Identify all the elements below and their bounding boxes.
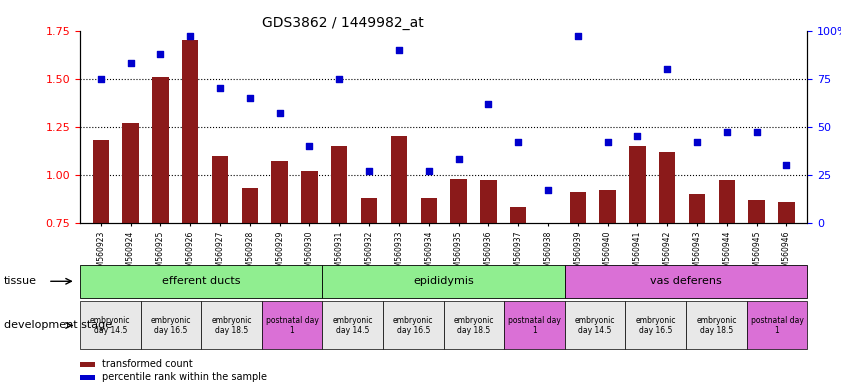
Bar [629,146,646,223]
Bar [600,190,616,223]
Bar [510,207,526,223]
Point [720,129,733,136]
Text: vas deferens: vas deferens [650,276,722,286]
Point [571,33,584,40]
Text: embryonic
day 18.5: embryonic day 18.5 [211,316,251,335]
Point [303,143,316,149]
Text: postnatal day
1: postnatal day 1 [508,316,561,335]
Bar [152,77,168,223]
Bar [480,180,496,223]
Text: embryonic
day 16.5: embryonic day 16.5 [151,316,191,335]
Bar [93,140,109,223]
Text: GDS3862 / 1449982_at: GDS3862 / 1449982_at [262,16,424,30]
Bar [182,40,198,223]
Point [183,33,197,40]
Bar [80,362,95,366]
Text: transformed count: transformed count [102,359,193,369]
Point [422,168,436,174]
Point [780,162,793,168]
Text: tissue: tissue [4,276,37,286]
Bar [689,194,706,223]
Bar [80,375,95,379]
Text: epididymis: epididymis [413,276,474,286]
Text: efferent ducts: efferent ducts [161,276,241,286]
Point [124,60,137,66]
Text: embryonic
day 14.5: embryonic day 14.5 [332,316,373,335]
Text: embryonic
day 16.5: embryonic day 16.5 [636,316,676,335]
Point [482,101,495,107]
Text: embryonic
day 18.5: embryonic day 18.5 [696,316,737,335]
Point [273,110,287,116]
Point [243,95,257,101]
Text: development stage: development stage [4,320,113,331]
Text: embryonic
day 18.5: embryonic day 18.5 [453,316,495,335]
Bar [301,171,318,223]
Point [94,76,108,82]
Point [660,66,674,72]
Bar [241,188,258,223]
Bar [391,136,407,223]
Point [332,76,346,82]
Text: postnatal day
1: postnatal day 1 [751,316,803,335]
Text: embryonic
day 14.5: embryonic day 14.5 [575,316,616,335]
Point [690,139,704,145]
Bar [450,179,467,223]
Bar [123,123,139,223]
Point [452,156,465,162]
Point [600,139,614,145]
Point [511,139,525,145]
Bar [420,198,437,223]
Point [631,133,644,139]
Bar [361,198,378,223]
Text: embryonic
day 14.5: embryonic day 14.5 [90,316,130,335]
Bar [569,192,586,223]
Bar [778,202,795,223]
Text: postnatal day
1: postnatal day 1 [266,316,319,335]
Text: embryonic
day 16.5: embryonic day 16.5 [393,316,434,335]
Bar [331,146,347,223]
Text: percentile rank within the sample: percentile rank within the sample [102,372,267,382]
Point [750,129,764,136]
Point [542,187,555,193]
Bar [748,200,764,223]
Bar [272,161,288,223]
Bar [212,156,228,223]
Point [362,168,376,174]
Bar [659,152,675,223]
Point [154,51,167,57]
Point [214,85,227,91]
Point [392,47,405,53]
Bar [719,180,735,223]
